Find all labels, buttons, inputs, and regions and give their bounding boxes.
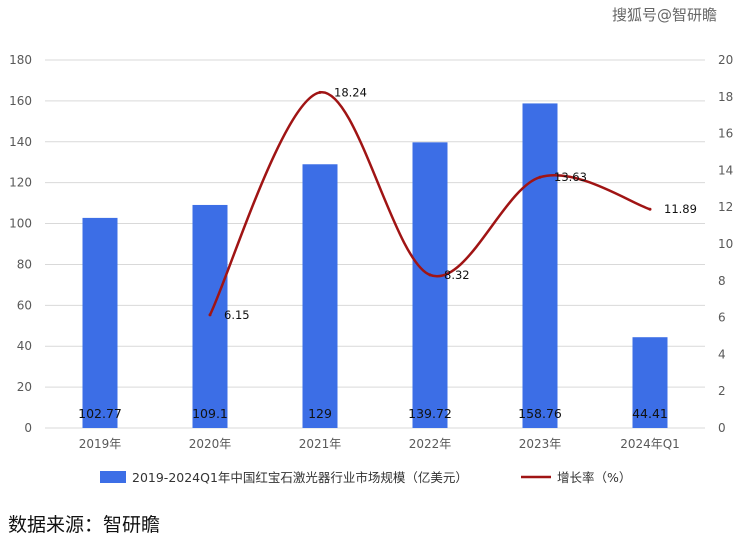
x-tick-label: 2021年 [299, 437, 342, 451]
bar-value-label: 44.41 [632, 406, 668, 421]
y-right-tick-label: 14 [718, 163, 733, 177]
bar [82, 217, 118, 428]
bar [522, 103, 558, 428]
bar-value-label: 129 [308, 406, 332, 421]
y-right-tick-label: 6 [718, 311, 726, 325]
bar [632, 337, 668, 428]
growth-rate-label: 8.32 [444, 268, 470, 282]
growth-rate-point [208, 313, 212, 317]
y-left-tick-label: 40 [17, 339, 32, 353]
y-right-tick-label: 2 [718, 384, 726, 398]
y-left-tick-label: 0 [24, 421, 32, 435]
y-left-tick-label: 80 [17, 257, 32, 271]
x-tick-label: 2022年 [409, 437, 452, 451]
growth-rate-label: 13.63 [554, 170, 587, 184]
bar-value-label: 109.1 [192, 406, 228, 421]
legend-bar-label: 2019-2024Q1年中国红宝石激光器行业市场规模（亿美元） [132, 470, 468, 485]
bar [192, 204, 228, 428]
x-tick-label: 2023年 [519, 437, 562, 451]
growth-rate-label: 18.24 [334, 85, 367, 99]
y-left-tick-label: 100 [9, 217, 32, 231]
source-note: 数据来源：智研瞻 [8, 514, 161, 536]
growth-rate-label: 11.89 [664, 202, 697, 216]
x-tick-label: 2020年 [189, 437, 232, 451]
growth-rate-point [648, 207, 652, 211]
x-tick-label: 2019年 [79, 437, 122, 451]
y-right-tick-label: 16 [718, 127, 733, 141]
growth-rate-line [208, 91, 651, 316]
legend-line-label: 增长率（%） [557, 470, 631, 485]
y-right-tick-label: 10 [718, 237, 733, 251]
y-left-tick-label: 140 [9, 135, 32, 149]
growth-rate-point [318, 90, 322, 94]
y-right-tick-label: 0 [718, 421, 726, 435]
y-right-tick-label: 12 [718, 200, 733, 214]
y-left-tick-label: 180 [9, 53, 32, 67]
y-left-tick-label: 120 [9, 176, 32, 190]
y-left-tick-label: 60 [17, 298, 32, 312]
bar-value-label: 102.77 [78, 406, 122, 421]
y-right-tick-label: 4 [718, 347, 726, 361]
bar [302, 164, 338, 428]
x-tick-label: 2024年Q1 [620, 437, 680, 451]
y-right-tick-label: 20 [718, 53, 733, 67]
y-left-tick-label: 20 [17, 380, 32, 394]
y-right-tick-label: 18 [718, 90, 733, 104]
y-right-tick-label: 8 [718, 274, 726, 288]
growth-rate-point [538, 175, 542, 179]
growth-rate-label: 6.15 [224, 308, 250, 322]
bar-value-label: 139.72 [408, 406, 452, 421]
bar-value-label: 158.76 [518, 406, 562, 421]
watermark: 搜狐号@智研瞻 [612, 6, 718, 24]
growth-rate-point [428, 273, 432, 277]
legend-bar-swatch [100, 471, 126, 483]
bar [412, 142, 448, 428]
y-left-tick-label: 160 [9, 94, 32, 108]
